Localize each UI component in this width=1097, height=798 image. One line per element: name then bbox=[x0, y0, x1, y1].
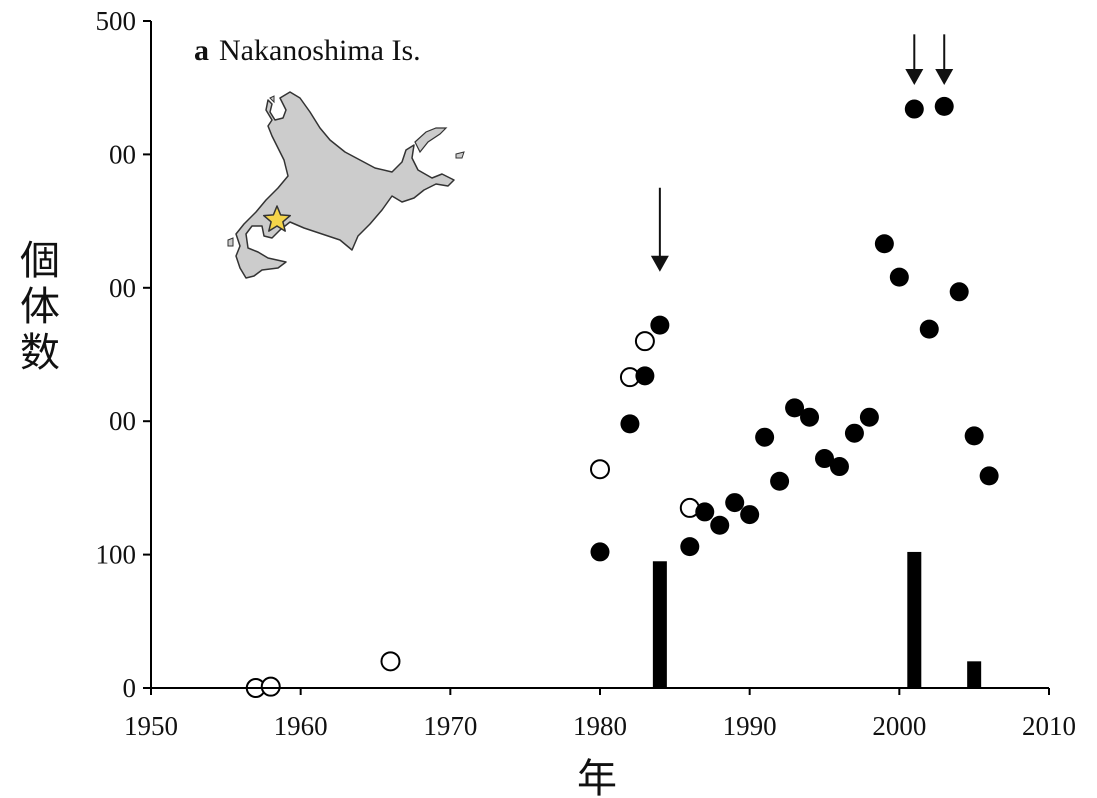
bars-layer bbox=[652, 551, 982, 688]
filled-point bbox=[979, 466, 999, 486]
x-tick-label: 1970 bbox=[423, 711, 477, 741]
filled-point bbox=[919, 319, 939, 339]
bar bbox=[652, 561, 667, 688]
bar bbox=[907, 551, 922, 688]
axes-layer: 1950 1960 1970 1980 1990 2000 2010 0 100 00 00 00 50… bbox=[96, 6, 1077, 741]
x-axis-title: 年 bbox=[577, 756, 617, 798]
filled-point bbox=[949, 282, 969, 302]
x-tick-label: 1960 bbox=[274, 711, 328, 741]
filled-point bbox=[635, 366, 655, 386]
filled-point bbox=[650, 315, 670, 335]
filled-point bbox=[770, 471, 790, 491]
open-point bbox=[590, 459, 610, 480]
x-tick-label: 1950 bbox=[124, 711, 178, 741]
y-axis-title: 個体数 bbox=[20, 238, 60, 376]
y-axis-title-char: 体 bbox=[20, 284, 60, 330]
arrow-head bbox=[935, 69, 954, 86]
points-layer bbox=[245, 96, 999, 698]
open-point bbox=[634, 331, 655, 352]
filled-point bbox=[785, 398, 805, 418]
y-tick-label: 00 bbox=[109, 406, 136, 436]
y-tick-label: 00 bbox=[109, 273, 136, 303]
filled-point bbox=[889, 267, 909, 287]
filled-point bbox=[710, 515, 730, 535]
y-tick-label: 0 bbox=[123, 673, 137, 703]
filled-point bbox=[904, 99, 924, 119]
filled-point bbox=[964, 426, 984, 446]
y-axis-title-char: 個 bbox=[20, 238, 60, 284]
filled-point bbox=[680, 537, 700, 557]
x-tick-label: 2000 bbox=[872, 711, 926, 741]
star-icon bbox=[262, 205, 292, 232]
filled-point bbox=[590, 542, 610, 562]
panel-title: a Nakanoshima Is. bbox=[194, 34, 421, 67]
filled-point bbox=[934, 96, 954, 116]
open-point bbox=[260, 676, 281, 697]
arrow-head bbox=[650, 255, 669, 272]
filled-point bbox=[695, 502, 715, 522]
y-tick-label: 00 bbox=[109, 139, 136, 169]
filled-point bbox=[859, 407, 879, 427]
filled-point bbox=[874, 234, 894, 254]
filled-point bbox=[800, 407, 820, 427]
bar bbox=[967, 661, 982, 688]
filled-point bbox=[815, 449, 834, 469]
filled-point bbox=[740, 505, 760, 525]
panel-title-text: Nakanoshima Is. bbox=[219, 34, 421, 67]
filled-point bbox=[829, 457, 849, 477]
arrow-head bbox=[905, 69, 924, 86]
filled-point bbox=[755, 427, 775, 447]
open-point bbox=[380, 651, 401, 672]
panel-letter: a bbox=[194, 34, 209, 67]
filled-point bbox=[725, 493, 745, 513]
filled-point bbox=[620, 414, 640, 434]
y-axis-title-char: 数 bbox=[20, 330, 60, 376]
y-tick-label: 100 bbox=[96, 540, 137, 570]
filled-point bbox=[844, 423, 864, 443]
x-tick-label: 1990 bbox=[723, 711, 777, 741]
hokkaido-map-icon bbox=[227, 91, 465, 279]
x-tick-label: 1980 bbox=[573, 711, 627, 741]
arrows-layer bbox=[650, 34, 954, 272]
x-tick-label: 2010 bbox=[1022, 711, 1076, 741]
y-tick-label: 500 bbox=[96, 6, 137, 36]
